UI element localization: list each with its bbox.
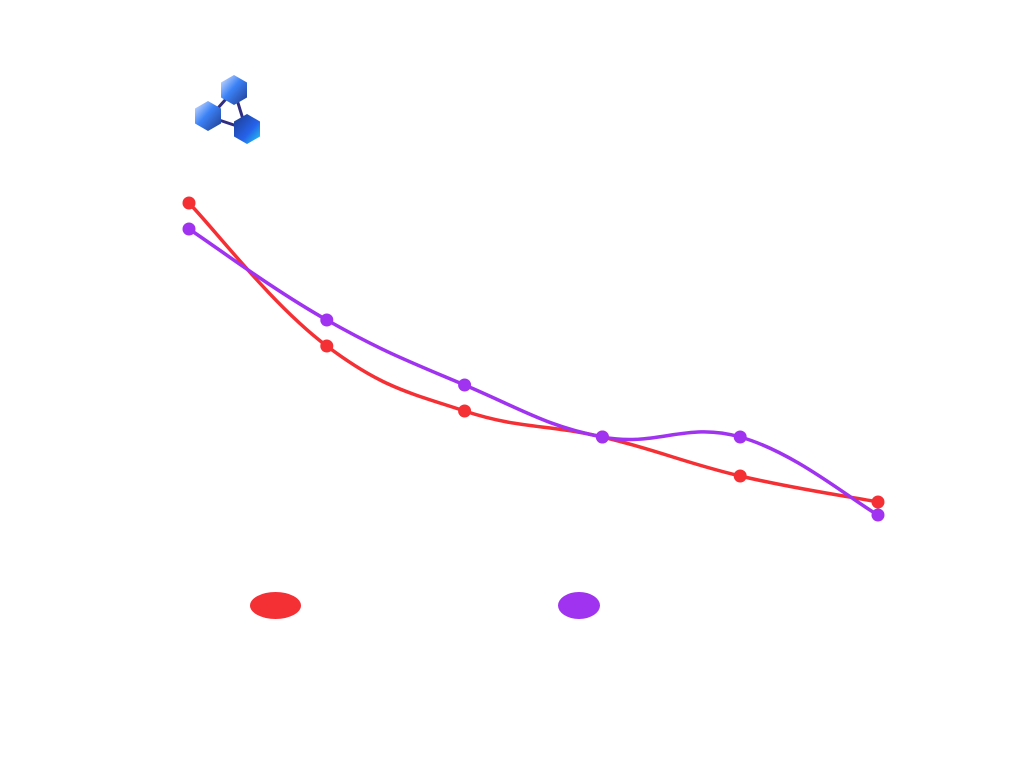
series-2-point-4 [595, 430, 609, 444]
series-1-point-3 [458, 404, 472, 418]
legend-swatch-1 [250, 592, 301, 619]
series-1-point-5 [733, 469, 747, 483]
series-line-1 [187, 201, 880, 504]
series-line-2 [187, 227, 880, 517]
legend-swatch-2 [558, 592, 600, 619]
series-2-point-2 [320, 313, 334, 327]
series-2-point-3 [458, 378, 472, 392]
series-2-point-1 [182, 222, 196, 236]
series-1-point-2 [320, 339, 334, 353]
series-1-point-1 [182, 196, 196, 210]
points-layer [182, 196, 885, 522]
series-layer [187, 201, 880, 517]
series-2-point-6 [871, 508, 885, 522]
series-1-point-6 [871, 495, 885, 509]
hexagon-network-icon [195, 75, 260, 144]
series-2-point-5 [733, 430, 747, 444]
